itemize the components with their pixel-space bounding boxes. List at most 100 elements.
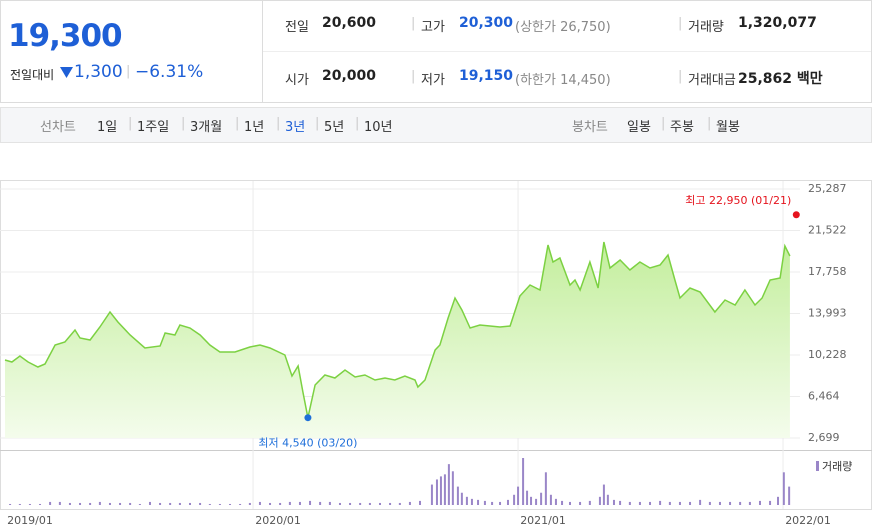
volume-bar bbox=[649, 501, 652, 505]
volume-bar bbox=[28, 503, 31, 505]
volume-bar bbox=[748, 501, 751, 505]
volume-bar bbox=[435, 479, 438, 505]
volume-bar bbox=[522, 458, 525, 505]
tab[interactable]: 10년 bbox=[364, 120, 393, 135]
tab[interactable]: 1주일 bbox=[137, 120, 170, 135]
volume-bar bbox=[169, 502, 172, 505]
volume-bar bbox=[419, 500, 422, 505]
volume-bar bbox=[465, 496, 468, 505]
volume-bar bbox=[699, 499, 702, 505]
volume-bar bbox=[199, 502, 202, 505]
volume-bar bbox=[456, 486, 459, 505]
volume-bar bbox=[68, 502, 71, 505]
change-pct: −6.31% bbox=[135, 62, 204, 82]
volume-bar bbox=[159, 502, 162, 505]
volume-bar bbox=[729, 501, 732, 505]
quote-value: 19,150 bbox=[459, 68, 514, 84]
volume-bar bbox=[612, 499, 615, 505]
volume-bar bbox=[689, 501, 692, 505]
volume-bar bbox=[349, 502, 352, 505]
x-tick-label: 2019/01 bbox=[7, 514, 53, 527]
tab[interactable]: 3개월 bbox=[190, 120, 223, 135]
volume-bar bbox=[248, 502, 251, 505]
y-tick-label: 10,228 bbox=[808, 348, 847, 361]
volume-bar bbox=[526, 490, 529, 505]
volume-bar bbox=[378, 502, 381, 505]
volume-bar bbox=[98, 501, 101, 505]
divider bbox=[263, 51, 871, 52]
down-arrow bbox=[60, 67, 73, 78]
volume-bar bbox=[9, 503, 12, 505]
volume-bar bbox=[439, 476, 442, 505]
volume-bar bbox=[619, 500, 622, 505]
tab-bar bbox=[0, 107, 872, 143]
tab[interactable]: 월봉 bbox=[716, 120, 740, 135]
volume-bar bbox=[89, 502, 92, 505]
volume-bar bbox=[319, 501, 322, 505]
separator: | bbox=[707, 116, 712, 131]
quote-label: 시가 bbox=[285, 73, 309, 88]
volume-bar bbox=[549, 494, 552, 505]
volume-bar bbox=[447, 464, 450, 505]
separator: | bbox=[355, 116, 360, 131]
volume-bar bbox=[668, 501, 671, 505]
quote-limit: (상한가 26,750) bbox=[515, 20, 611, 35]
annotation-dot bbox=[304, 414, 312, 422]
volume-bar bbox=[602, 484, 605, 505]
quote-limit: (하한가 14,450) bbox=[515, 73, 611, 88]
volume-bar bbox=[499, 501, 502, 505]
volume-bar bbox=[561, 500, 564, 505]
volume-bar bbox=[408, 501, 411, 505]
volume-bar bbox=[208, 503, 211, 505]
volume-bar bbox=[218, 503, 221, 505]
annotation: 최고 22,950 (01/21) bbox=[685, 194, 791, 207]
volume-bar bbox=[606, 494, 609, 505]
y-tick-label: 6,464 bbox=[808, 389, 840, 402]
volume-bar bbox=[148, 501, 151, 505]
volume-bar bbox=[708, 501, 711, 505]
separator: | bbox=[181, 116, 186, 131]
quote-label: 거래량 bbox=[688, 20, 724, 35]
volume-bar bbox=[598, 496, 601, 505]
volume-bar bbox=[239, 503, 242, 505]
divider bbox=[262, 0, 263, 102]
volume-bar bbox=[188, 502, 191, 505]
volume-bar bbox=[229, 503, 232, 505]
quote-label: 거래대금 bbox=[688, 73, 736, 88]
volume-bar bbox=[279, 502, 282, 505]
separator: | bbox=[411, 16, 416, 31]
y-tick-label: 21,522 bbox=[808, 224, 847, 237]
tab[interactable]: 일봉 bbox=[627, 120, 651, 135]
volume-bar bbox=[288, 501, 291, 505]
volume-bar bbox=[491, 501, 494, 505]
price-line bbox=[4, 241, 791, 418]
volume-bar bbox=[506, 499, 509, 505]
volume-bar bbox=[269, 502, 272, 505]
volume-bar bbox=[39, 503, 42, 505]
volume-bar bbox=[443, 474, 446, 505]
volume-bar bbox=[540, 492, 543, 505]
separator: | bbox=[411, 69, 416, 84]
annotation: 최저 4,540 (03/20) bbox=[258, 437, 357, 450]
volume-bar bbox=[769, 500, 772, 505]
volume-bar bbox=[718, 501, 721, 505]
annotation-dot bbox=[792, 211, 800, 219]
tab[interactable]: 1년 bbox=[244, 120, 265, 135]
volume-bar bbox=[517, 486, 520, 505]
tab[interactable]: 5년 bbox=[324, 120, 345, 135]
separator: | bbox=[661, 116, 666, 131]
volume-bar bbox=[535, 498, 538, 505]
tab[interactable]: 주봉 bbox=[670, 120, 694, 135]
separator: | bbox=[128, 116, 133, 131]
separator: | bbox=[678, 16, 683, 31]
volume-bar bbox=[758, 500, 761, 505]
tab[interactable]: 3년 bbox=[285, 120, 306, 135]
tab[interactable]: 1일 bbox=[97, 120, 118, 135]
volume-bar bbox=[108, 502, 111, 505]
volume-bar bbox=[138, 503, 141, 505]
quote-value: 25,862 백만 bbox=[738, 71, 823, 87]
volume-bar bbox=[678, 501, 681, 505]
legend-label: 거래량 bbox=[822, 460, 852, 473]
quote-label: 저가 bbox=[421, 73, 445, 88]
